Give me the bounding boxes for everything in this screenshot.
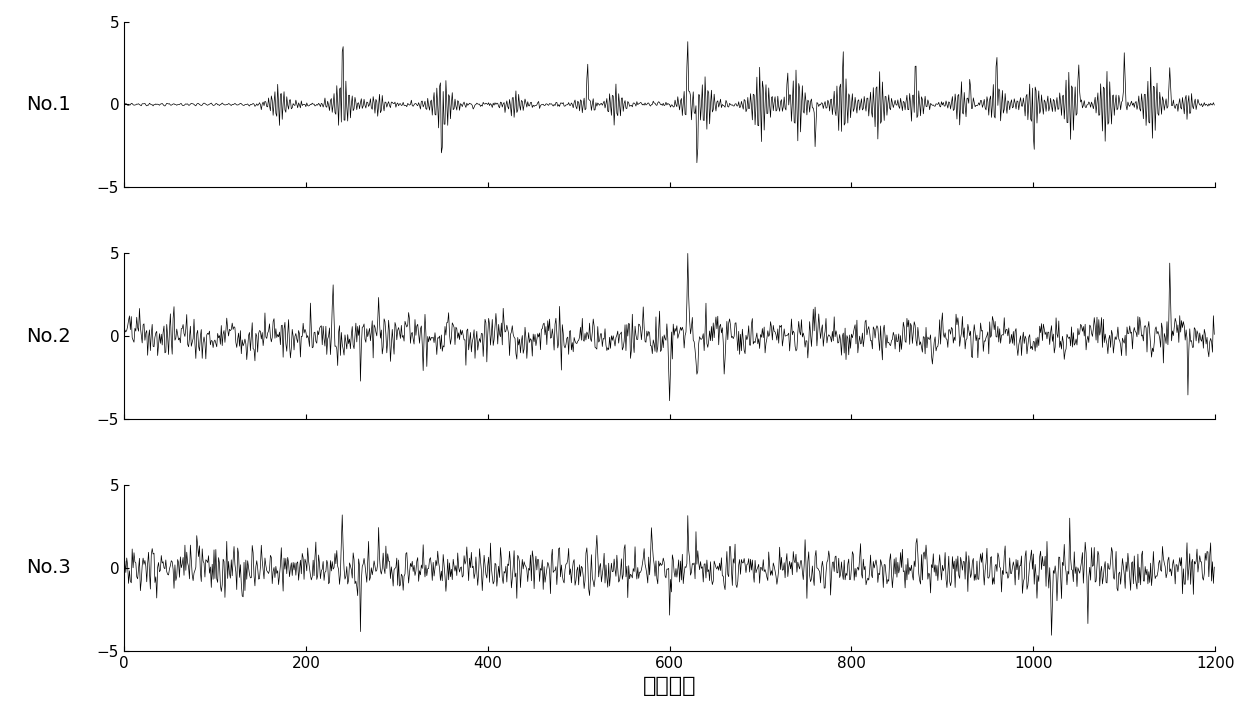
Y-axis label: No.2: No.2 bbox=[26, 327, 71, 346]
Y-axis label: No.1: No.1 bbox=[26, 95, 71, 114]
Y-axis label: No.3: No.3 bbox=[26, 558, 71, 578]
X-axis label: 采样点数: 采样点数 bbox=[642, 676, 697, 696]
